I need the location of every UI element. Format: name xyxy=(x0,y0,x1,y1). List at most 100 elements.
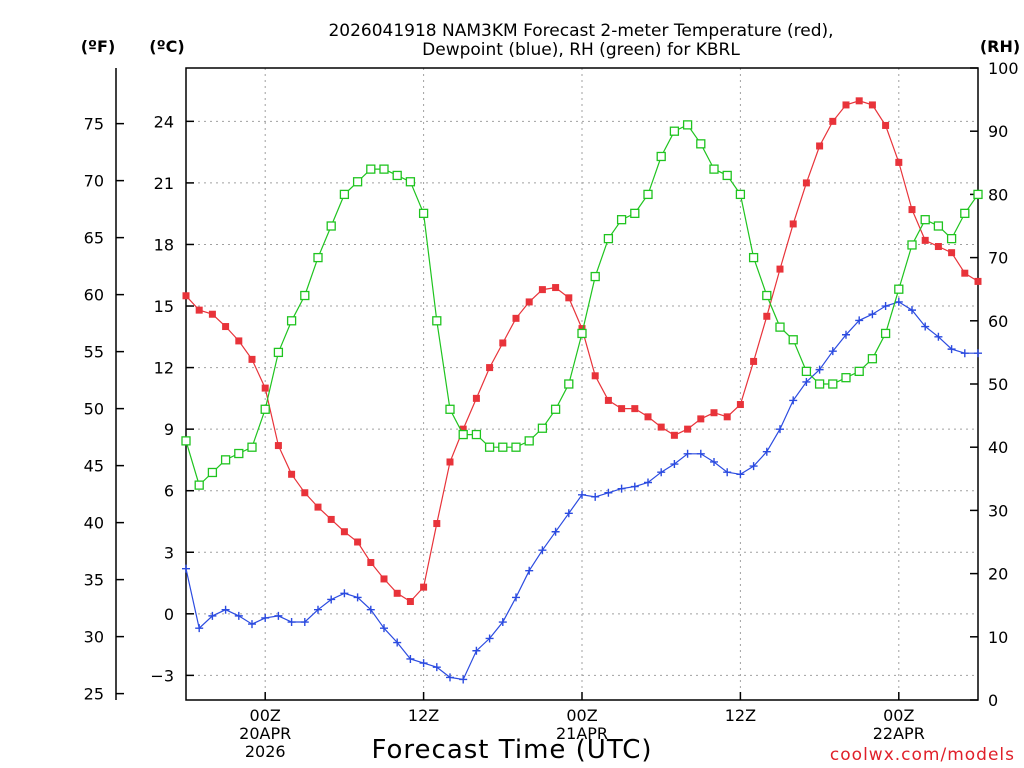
dewpoint-marker xyxy=(881,302,890,311)
dewpoint-marker xyxy=(749,462,758,471)
temperature-marker xyxy=(314,503,322,511)
temperature-marker xyxy=(842,101,850,109)
dewpoint-marker xyxy=(934,332,943,341)
rh-marker xyxy=(537,423,548,433)
rh-marker xyxy=(181,436,191,446)
fahrenheit-tick-label: 65 xyxy=(84,229,104,248)
temperature-marker xyxy=(578,325,586,333)
dewpoint-marker xyxy=(947,345,956,354)
temperature-marker xyxy=(697,415,705,423)
rh-marker xyxy=(960,208,970,219)
fahrenheit-tick-label: 75 xyxy=(84,115,104,134)
dewpoint-marker xyxy=(802,377,811,386)
celsius-tick-label: 3 xyxy=(164,543,174,562)
temperature-marker xyxy=(354,538,362,546)
fahrenheit-tick-label: 55 xyxy=(84,343,104,362)
celsius-axis: −3 0 3 6 9 12 15 18 21 24 xyxy=(150,112,194,685)
temperature-marker xyxy=(895,158,903,166)
dewpoint-marker xyxy=(789,396,798,405)
rh-tick-label: 70 xyxy=(988,249,1008,268)
chart-title-line1: 2026041918 NAM3KM Forecast 2-meter Tempe… xyxy=(328,21,833,41)
temperature-marker xyxy=(248,355,256,363)
temperature-marker xyxy=(710,409,718,417)
rh-marker xyxy=(432,316,442,326)
temperature-marker xyxy=(591,372,599,380)
time-tick-label: 20APR xyxy=(239,724,291,743)
dewpoint-marker xyxy=(287,618,296,627)
rh-tick-label: 40 xyxy=(988,438,1008,457)
temperature-marker xyxy=(789,220,797,228)
rh-marker xyxy=(286,316,297,326)
temperature-marker xyxy=(750,357,758,365)
dewpoint-marker xyxy=(960,349,969,358)
time-tick-label: 2026 xyxy=(245,742,286,761)
temperature-marker xyxy=(882,121,890,129)
rh-marker xyxy=(445,404,455,414)
dewpoint-marker xyxy=(723,468,732,477)
dewpoint-marker xyxy=(538,546,547,555)
dewpoint-marker xyxy=(525,566,534,575)
rh-marker xyxy=(313,252,323,263)
rh-marker xyxy=(946,233,957,244)
rh-tick-label: 50 xyxy=(988,375,1008,394)
rh-tick-label: 0 xyxy=(988,691,998,710)
dewpoint-marker xyxy=(657,468,666,477)
rh-marker xyxy=(392,170,402,181)
dewpoint-marker xyxy=(736,470,745,479)
rh-marker xyxy=(920,215,930,225)
rh-marker xyxy=(339,189,350,200)
temperature-marker xyxy=(288,470,296,478)
rh-marker xyxy=(867,354,878,364)
rh-marker xyxy=(524,436,534,446)
rh-marker xyxy=(643,189,653,200)
dewpoint-marker xyxy=(670,460,679,469)
rh-marker xyxy=(656,151,666,162)
dewpoint-marker xyxy=(974,349,982,358)
temperature-marker xyxy=(274,442,282,450)
temperature-marker xyxy=(763,312,771,320)
dewpoint-marker xyxy=(815,365,824,374)
dewpoint-marker xyxy=(591,492,600,501)
dewpoint-marker xyxy=(327,595,336,604)
rh-line xyxy=(185,124,979,487)
dewpoint-marker xyxy=(300,618,309,627)
rh-marker xyxy=(273,347,284,358)
temperature-marker xyxy=(182,292,190,300)
fahrenheit-axis: 25 30 35 40 45 50 55 60 65 70 75 xyxy=(84,115,124,704)
temperature-marker xyxy=(670,431,678,439)
dewpoint-marker xyxy=(578,490,586,499)
plot-frame xyxy=(185,67,979,701)
dewpoint-marker xyxy=(366,605,375,614)
dewpoint-marker xyxy=(842,330,850,339)
temperature-marker xyxy=(446,458,454,466)
dewpoint-marker xyxy=(353,593,362,602)
dewpoint-marker xyxy=(314,605,322,614)
temperature-marker xyxy=(552,284,560,292)
fahrenheit-tick-label: 50 xyxy=(84,400,104,419)
dewpoint-marker xyxy=(921,322,930,331)
celsius-tick-label: 9 xyxy=(164,420,174,439)
temperature-marker xyxy=(974,277,982,285)
dewpoint-marker xyxy=(393,638,402,647)
dewpoint-marker xyxy=(696,449,705,458)
dewpoint-marker xyxy=(776,425,784,434)
temperature-marker xyxy=(829,117,837,125)
fahrenheit-tick-label: 35 xyxy=(84,571,104,590)
temperature-marker xyxy=(948,249,956,257)
rh-marker xyxy=(603,233,614,244)
celsius-axis-label: (ºC) xyxy=(149,37,184,56)
temperature-marker xyxy=(538,286,546,294)
temperature-marker xyxy=(684,425,692,433)
fahrenheit-tick-label: 60 xyxy=(84,286,104,305)
temperature-marker xyxy=(459,425,467,433)
rh-marker xyxy=(260,404,270,414)
rh-marker xyxy=(973,189,983,200)
temperature-marker xyxy=(565,294,573,302)
dewpoint-marker xyxy=(208,611,217,620)
time-tick-label: 21APR xyxy=(556,724,608,743)
dewpoint-marker xyxy=(828,347,837,356)
dewpoint-marker xyxy=(630,482,639,491)
dewpoint-marker xyxy=(868,310,877,319)
dewpoint-marker xyxy=(380,624,388,633)
temperature-marker xyxy=(908,206,916,214)
